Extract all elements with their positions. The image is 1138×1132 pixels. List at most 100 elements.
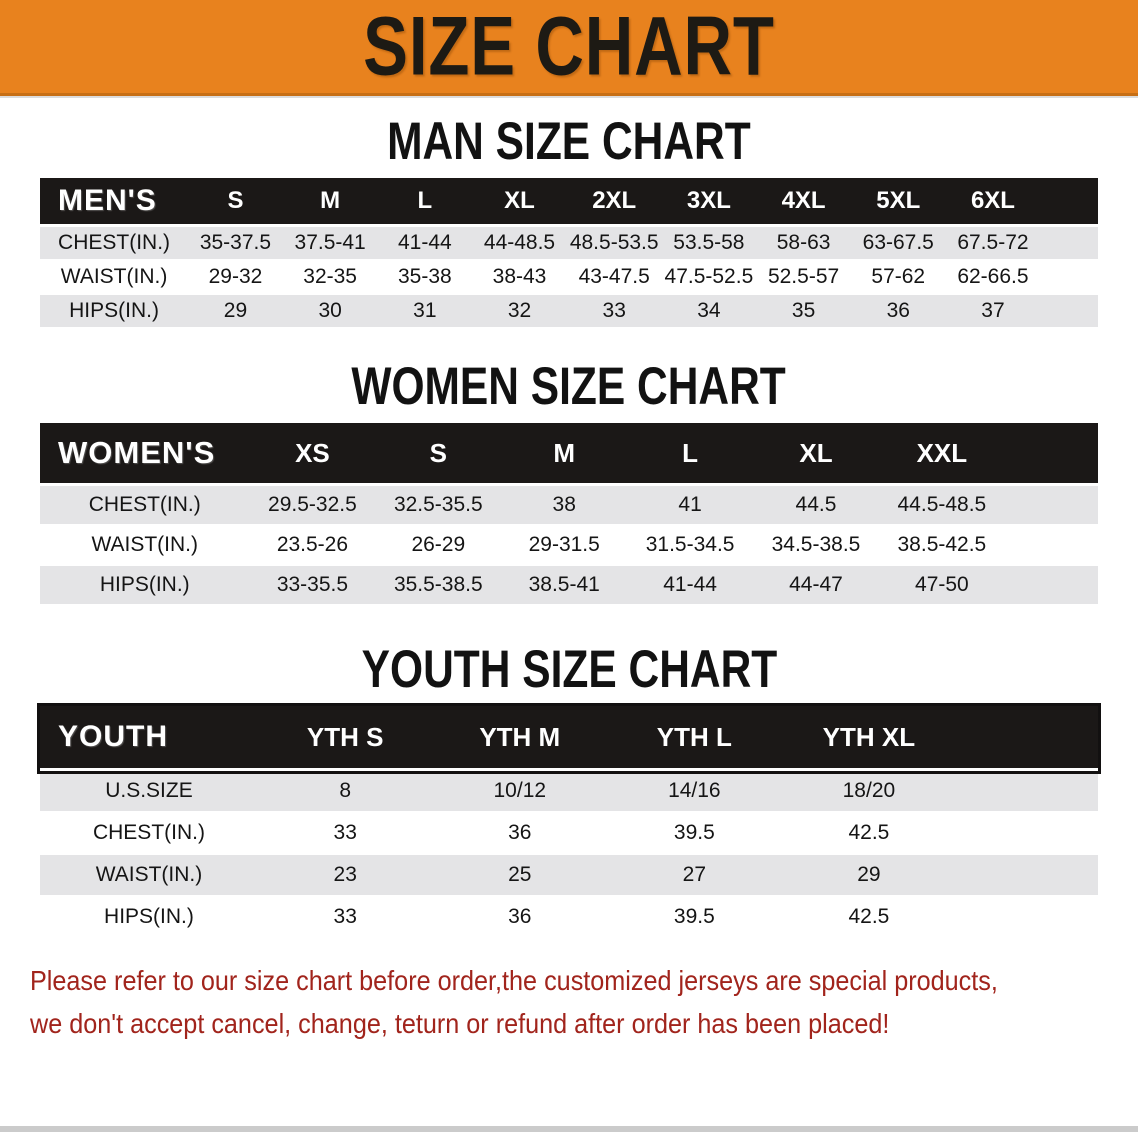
value-cell: 31.5-34.5 — [627, 526, 754, 566]
value-cell: 14/16 — [607, 771, 782, 813]
value-cell: 33 — [566, 295, 662, 329]
value-cell: 67.5-72 — [945, 227, 1041, 261]
women-size-header: XL — [753, 423, 879, 486]
youth-size-header: YTH XL — [781, 706, 957, 771]
value-cell: 35.5-38.5 — [375, 566, 502, 606]
value-cell: 38.5-42.5 — [878, 526, 1005, 566]
value-cell: 29 — [188, 295, 283, 329]
value-cell: 33 — [257, 813, 433, 855]
value-cell: 32-35 — [282, 261, 378, 295]
youth-size-header: YTH L — [607, 706, 782, 771]
spacer-cell — [1040, 178, 1098, 227]
youth-table-label: YOUTH — [40, 706, 258, 771]
men-size-header: M — [282, 178, 378, 227]
men-section-title: MAN SIZE CHART — [387, 111, 751, 171]
spacer-cell — [1040, 295, 1098, 329]
row-label-cell: U.S.SIZE — [40, 771, 258, 813]
women-size-header: L — [627, 423, 754, 486]
youth-table-wrap: YOUTH YTH S YTH M YTH L YTH XL U.S.SIZE … — [0, 703, 1138, 939]
value-cell: 37.5-41 — [282, 227, 378, 261]
youth-size-header: YTH M — [432, 706, 608, 771]
banner-title: SIZE CHART — [363, 0, 775, 93]
disclaimer-line-2: we don't accept cancel, change, teturn o… — [30, 1008, 890, 1040]
row-label-cell: CHEST(IN.) — [40, 486, 250, 526]
value-cell: 42.5 — [781, 897, 957, 939]
value-cell: 18/20 — [781, 771, 957, 813]
youth-size-table: YOUTH YTH S YTH M YTH L YTH XL U.S.SIZE … — [37, 703, 1101, 939]
value-cell: 36 — [850, 295, 946, 329]
value-cell: 37 — [945, 295, 1041, 329]
value-cell: 29 — [781, 855, 957, 897]
value-cell: 35 — [756, 295, 851, 329]
women-section-title: WOMEN SIZE CHART — [351, 356, 787, 416]
value-cell: 8 — [257, 771, 433, 813]
value-cell: 58-63 — [756, 227, 851, 261]
value-cell: 34 — [661, 295, 757, 329]
value-cell: 63-67.5 — [850, 227, 946, 261]
value-cell: 29-32 — [188, 261, 283, 295]
value-cell: 52.5-57 — [756, 261, 851, 295]
row-label-cell: CHEST(IN.) — [40, 813, 258, 855]
women-chest-row: CHEST(IN.) 29.5-32.5 32.5-35.5 38 41 44.… — [40, 486, 1098, 526]
value-cell: 44-48.5 — [472, 227, 567, 261]
row-label-cell: CHEST(IN.) — [40, 227, 189, 261]
spacer-cell — [1004, 423, 1098, 486]
value-cell: 30 — [282, 295, 378, 329]
value-cell: 27 — [607, 855, 782, 897]
women-table-wrap: WOMEN'S XS S M L XL XXL CHEST(IN.) 29.5-… — [0, 423, 1138, 606]
row-label-cell: HIPS(IN.) — [40, 295, 189, 329]
men-size-header: 3XL — [661, 178, 757, 227]
value-cell: 33 — [257, 897, 433, 939]
value-cell: 32 — [472, 295, 567, 329]
value-cell: 36 — [432, 897, 608, 939]
spacer-cell — [1004, 486, 1098, 526]
value-cell: 41 — [627, 486, 754, 526]
spacer-cell — [956, 897, 1098, 939]
row-label-cell: HIPS(IN.) — [40, 566, 250, 606]
row-label-cell: HIPS(IN.) — [40, 897, 258, 939]
value-cell: 42.5 — [781, 813, 957, 855]
women-size-header: XS — [249, 423, 376, 486]
value-cell: 38.5-41 — [501, 566, 628, 606]
women-hips-row: HIPS(IN.) 33-35.5 35.5-38.5 38.5-41 41-4… — [40, 566, 1098, 606]
women-size-table: WOMEN'S XS S M L XL XXL CHEST(IN.) 29.5-… — [40, 423, 1098, 606]
value-cell: 35-37.5 — [188, 227, 283, 261]
men-chest-row: CHEST(IN.) 35-37.5 37.5-41 41-44 44-48.5… — [40, 227, 1098, 261]
men-header-row: MEN'S S M L XL 2XL 3XL 4XL 5XL 6XL — [40, 178, 1098, 227]
spacer-cell — [1004, 566, 1098, 606]
disclaimer-text: Please refer to our size chart before or… — [30, 959, 1138, 1046]
value-cell: 10/12 — [432, 771, 608, 813]
value-cell: 25 — [432, 855, 608, 897]
men-size-header: 6XL — [945, 178, 1041, 227]
disclaimer-line-1: Please refer to our size chart before or… — [30, 965, 998, 996]
value-cell: 47.5-52.5 — [661, 261, 757, 295]
men-size-header: 4XL — [756, 178, 851, 227]
value-cell: 44.5-48.5 — [878, 486, 1005, 526]
spacer-cell — [1040, 227, 1098, 261]
row-label-cell: WAIST(IN.) — [40, 526, 250, 566]
value-cell: 33-35.5 — [249, 566, 376, 606]
spacer-cell — [1004, 526, 1098, 566]
spacer-cell — [1040, 261, 1098, 295]
women-size-header: S — [375, 423, 502, 486]
youth-chest-row: CHEST(IN.) 33 36 39.5 42.5 — [40, 813, 1098, 855]
value-cell: 32.5-35.5 — [375, 486, 502, 526]
men-size-table: MEN'S S M L XL 2XL 3XL 4XL 5XL 6XL CHEST… — [40, 178, 1098, 329]
value-cell: 57-62 — [850, 261, 946, 295]
value-cell: 36 — [432, 813, 608, 855]
banner: SIZE CHART — [0, 0, 1138, 96]
men-size-header: L — [377, 178, 473, 227]
women-waist-row: WAIST(IN.) 23.5-26 26-29 29-31.5 31.5-34… — [40, 526, 1098, 566]
value-cell: 23 — [257, 855, 433, 897]
men-hips-row: HIPS(IN.) 29 30 31 32 33 34 35 36 37 — [40, 295, 1098, 329]
bottom-strip — [0, 1126, 1138, 1132]
youth-waist-row: WAIST(IN.) 23 25 27 29 — [40, 855, 1098, 897]
women-header-row: WOMEN'S XS S M L XL XXL — [40, 423, 1098, 486]
value-cell: 44-47 — [753, 566, 879, 606]
value-cell: 29-31.5 — [501, 526, 628, 566]
spacer-cell — [956, 706, 1098, 771]
value-cell: 38-43 — [472, 261, 567, 295]
value-cell: 41-44 — [377, 227, 473, 261]
value-cell: 39.5 — [607, 897, 782, 939]
men-size-header: S — [188, 178, 283, 227]
